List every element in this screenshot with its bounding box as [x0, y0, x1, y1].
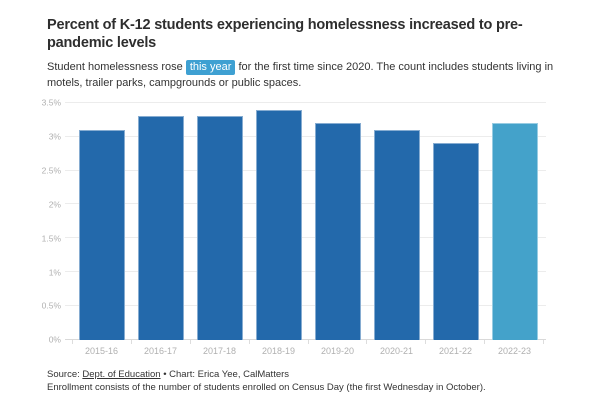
subtitle-text-after: for the first time since 2020. The count… [47, 60, 554, 89]
bar-cell [485, 103, 544, 340]
bar-2021-22 [432, 143, 479, 340]
y-axis-label: 2.5% [41, 165, 61, 176]
gridline [65, 135, 546, 137]
x-axis-label: 2015-16 [84, 345, 119, 356]
x-axis: 2015-16 2016-17 2017-18 2018-19 2019-20 2020-… [65, 339, 546, 356]
y-axis-label: 2% [48, 199, 61, 210]
y-axis-label: 3% [48, 131, 61, 142]
x-axis-tick [72, 339, 131, 344]
x-axis-tick [189, 339, 249, 344]
chart-title: Percent of K-12 students experiencing ho… [47, 17, 523, 51]
chart-subtitle: Student homelessness rose this year for … [47, 59, 561, 92]
subtitle-text-before: Student homelessness rose [47, 60, 186, 73]
x-axis-tick [484, 339, 544, 344]
bar-2022-23 [491, 123, 538, 340]
plot-area: 0% 0.5% 1% 1.5% 2% 2.5% 3% 3.5% [42, 99, 546, 344]
bar-2017-18 [196, 116, 243, 340]
x-axis-tick [366, 339, 425, 344]
y-axis-label: 3.5% [41, 97, 61, 108]
bar-cell [190, 103, 249, 340]
bar-cell [367, 103, 426, 340]
gridline [65, 271, 546, 273]
source-credit: • Chart: Erica Yee, CalMatters [160, 368, 290, 380]
bars-group [72, 103, 544, 340]
gridline [65, 101, 546, 103]
x-axis-label: 2020-21 [379, 345, 414, 356]
this-year-link[interactable]: this year [185, 59, 236, 75]
x-axis-label: 2016-17 [143, 345, 178, 356]
bar-2016-17 [137, 116, 184, 340]
footnote: Enrollment consists of the number of stu… [47, 381, 486, 393]
y-axis-label: 0.5% [41, 300, 61, 311]
x-axis-ticks [72, 339, 544, 344]
y-axis-label: 0% [48, 334, 61, 345]
x-axis-tick [248, 339, 308, 344]
bar-2019-20 [314, 123, 361, 340]
x-axis-baseline [65, 338, 546, 340]
bar-chart: 0% 0.5% 1% 1.5% 2% 2.5% 3% 3.5% 2015-16 2016-17 2… [40, 99, 546, 356]
x-axis-label: 2021-22 [438, 345, 473, 356]
x-axis-tick [425, 339, 484, 344]
source-line: Source: Dept. of Education • Chart: Eric… [47, 369, 600, 380]
bar-2020-21 [373, 129, 420, 340]
gridline [65, 169, 546, 171]
x-axis-tick [307, 339, 367, 344]
x-axis-label: 2022-23 [497, 345, 532, 356]
y-axis-label: 1% [48, 266, 61, 277]
bar-cell [72, 103, 131, 340]
x-axis-label: 2017-18 [202, 345, 237, 356]
gridline [65, 203, 546, 205]
gridline [65, 237, 546, 239]
x-axis-label: 2018-19 [261, 345, 296, 356]
bar-cell [308, 103, 367, 340]
x-axis-tick [130, 339, 190, 344]
x-axis-label: 2019-20 [320, 345, 355, 356]
bar-cell [131, 103, 190, 340]
bar-2018-19 [255, 109, 302, 340]
y-axis-label: 1.5% [41, 233, 61, 243]
bar-2015-16 [78, 129, 125, 340]
bar-cell [249, 103, 308, 340]
x-axis-labels: 2015-16 2016-17 2017-18 2018-19 2019-20 2020-… [65, 340, 546, 356]
source-prefix: Source: [47, 368, 83, 380]
gridline [65, 304, 546, 306]
source-link[interactable]: Dept. of Education [82, 368, 161, 380]
bar-cell [426, 103, 485, 340]
